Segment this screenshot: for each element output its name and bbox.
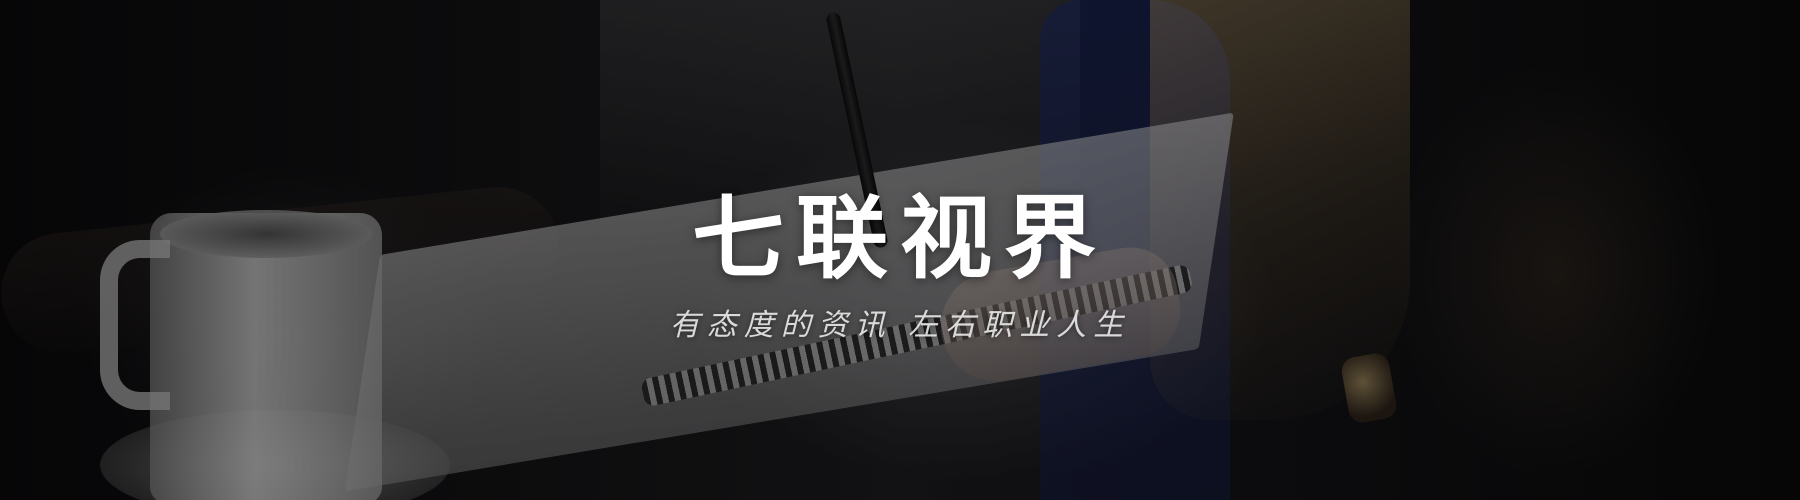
background-mug [150,213,382,500]
banner-subtitle-wrap: 有态度的资讯 左右职业人生 [0,311,1800,341]
background-right-blur [1390,60,1720,480]
background-mug-rim [160,210,372,258]
banner-subtitle: 有态度的资讯 左右职业人生 [669,308,1131,343]
